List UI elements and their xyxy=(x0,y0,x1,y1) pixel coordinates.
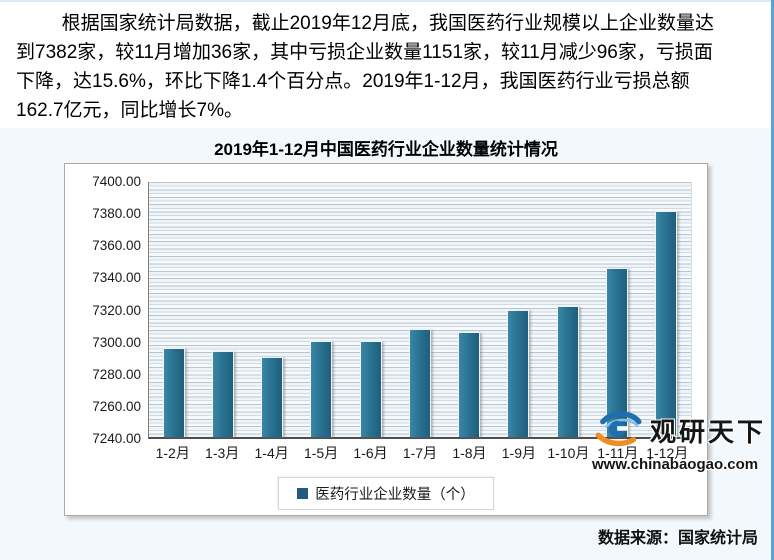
x-tick-label: 1-9月 xyxy=(501,445,536,461)
bar-1-2月 xyxy=(162,347,185,437)
chart-title: 2019年1-12月中国医药行业企业数量统计情况 xyxy=(214,140,558,159)
bar-slot xyxy=(198,182,247,437)
page-right-border xyxy=(771,0,774,560)
bar-slot xyxy=(248,182,297,437)
x-tick-label: 1-12月 xyxy=(646,445,689,461)
x-tick-label: 1-2月 xyxy=(155,445,190,461)
bar-1-3月 xyxy=(211,350,234,437)
y-tick-label: 7280.00 xyxy=(92,366,141,382)
bar-slot xyxy=(445,182,494,437)
x-tick-label: 1-4月 xyxy=(254,445,289,461)
x-tick-label: 1-5月 xyxy=(303,445,339,461)
x-tick-label: 1-7月 xyxy=(402,445,438,461)
bar-1-11月 xyxy=(606,268,629,437)
y-tick-label: 7320.00 xyxy=(92,302,141,318)
bar-1-7月 xyxy=(408,328,431,437)
bar-1-9月 xyxy=(507,309,530,437)
legend-box: 医药行业企业数量（个） xyxy=(278,477,494,510)
bar-1-12月 xyxy=(655,210,678,437)
x-axis-labels: 1-2月 1-3月 1-4月 1-5月 1-6月 1-7月 1-8月 1-9月 1-10月 1-1… xyxy=(148,443,692,463)
y-tick-label: 7380.00 xyxy=(92,206,141,222)
bar-slot xyxy=(642,182,691,437)
bar-1-4月 xyxy=(261,357,284,437)
bar-slot xyxy=(395,182,444,437)
chart-card: 7400.00 7380.00 7360.00 7340.00 7320.00 7300.… xyxy=(64,163,763,516)
bar-1-6月 xyxy=(359,341,382,437)
bars xyxy=(149,182,691,437)
legend-marker-icon xyxy=(297,488,309,499)
x-tick-label: 1-6月 xyxy=(353,445,388,461)
y-tick-label: 7360.00 xyxy=(92,238,141,254)
legend-row: 医药行业企业数量（个） xyxy=(65,477,707,510)
bar-slot xyxy=(543,182,592,437)
y-tick-label: 7400.00 xyxy=(92,174,141,189)
y-tick-label: 7240.00 xyxy=(92,431,141,446)
bar-1-10月 xyxy=(556,306,579,437)
bar-slot xyxy=(592,182,641,437)
x-tick-label: 1-10月 xyxy=(547,445,590,461)
legend-label: 医药行业企业数量（个） xyxy=(315,487,475,503)
page-top-border xyxy=(0,0,774,2)
y-tick-label: 7260.00 xyxy=(92,398,141,414)
bar-slot xyxy=(149,182,198,437)
x-tick-label: 1-3月 xyxy=(205,445,240,461)
bar-1-8月 xyxy=(458,331,481,437)
bar-slot xyxy=(494,182,543,437)
x-tick-label: 1-11月 xyxy=(597,445,639,461)
y-tick-label: 7340.00 xyxy=(92,270,141,286)
x-tick-label: 1-8月 xyxy=(452,445,487,461)
y-axis-labels: 7400.00 7380.00 7360.00 7340.00 7320.00 7300.… xyxy=(69,174,141,447)
plot-area: 观研天下 www.chinabaogao.com xyxy=(148,182,763,473)
bar-slot xyxy=(297,182,346,437)
y-tick-label: 7300.00 xyxy=(92,334,141,350)
article-paragraph: 根据国家统计局数据，截止2019年12月底，我国医药行业规模以上企业数量达 到7… xyxy=(16,13,714,121)
bar-1-5月 xyxy=(310,341,333,437)
bar-slot xyxy=(346,182,395,437)
data-source-note: 数据来源：国家统计局 xyxy=(597,530,758,547)
